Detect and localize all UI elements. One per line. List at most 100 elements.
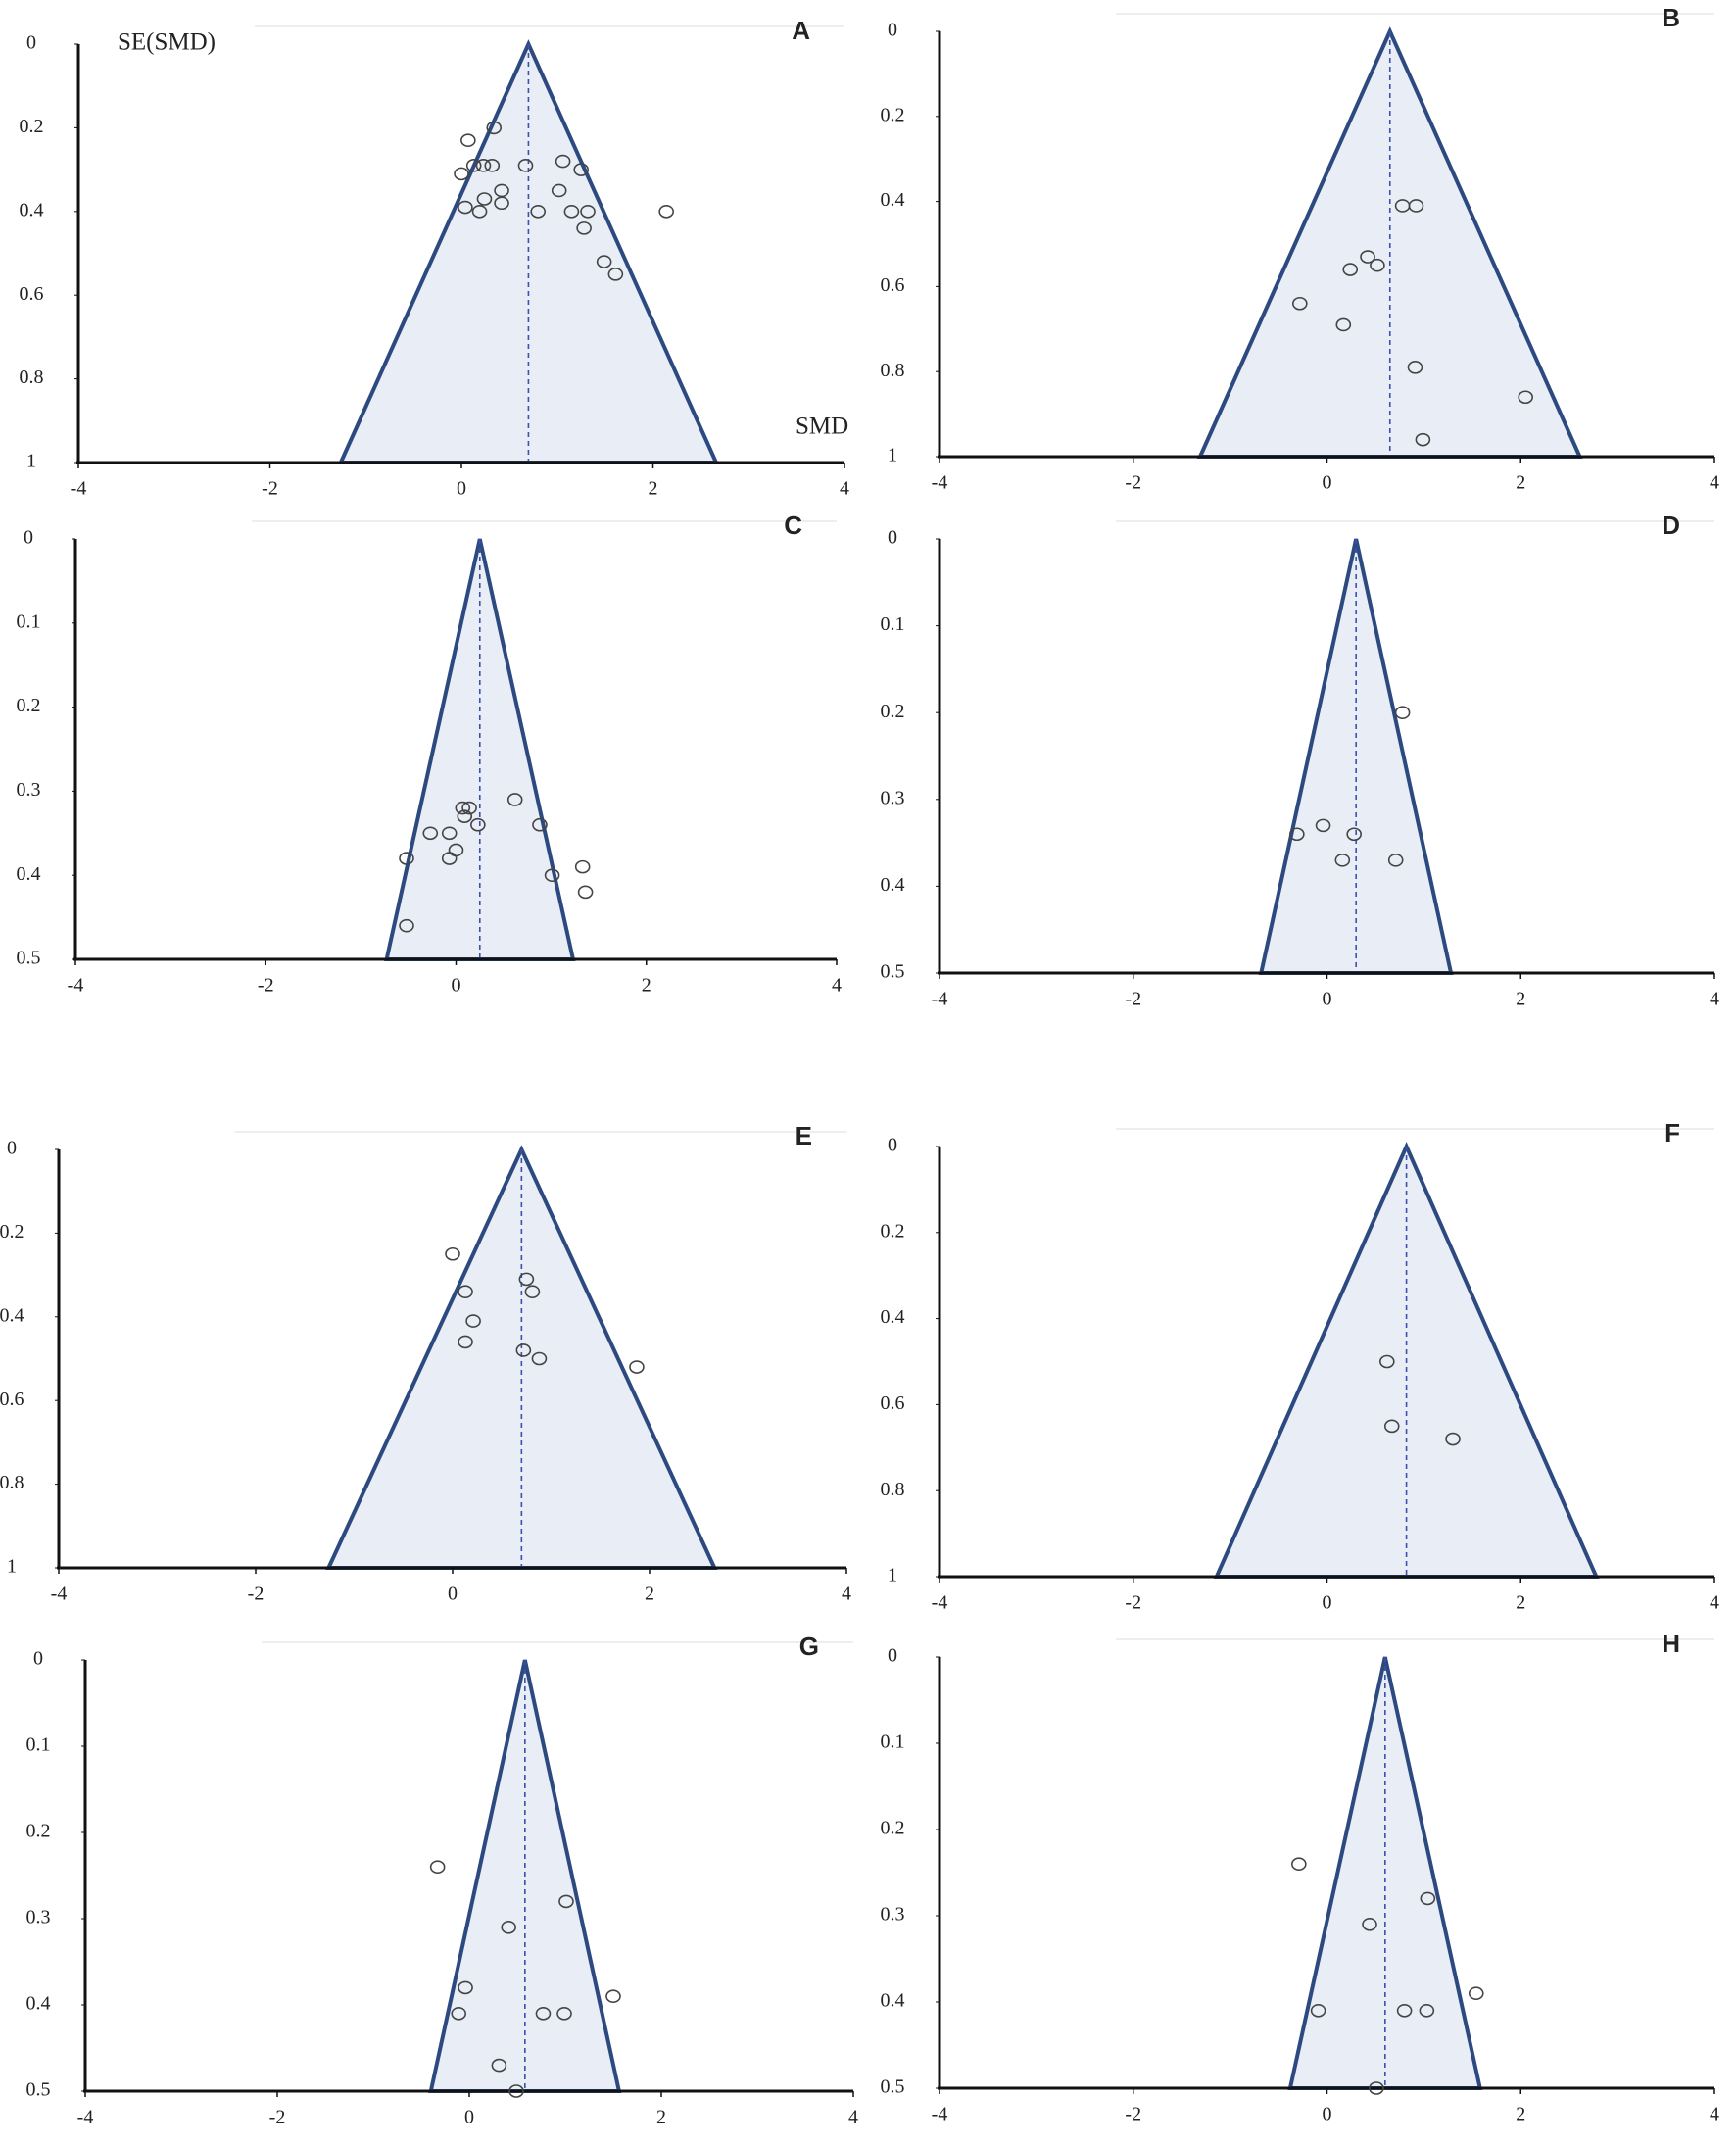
x-tick-label: -2 xyxy=(1125,989,1141,1010)
study-point xyxy=(476,192,493,206)
panel-label: C xyxy=(784,511,802,540)
study-point xyxy=(465,159,482,172)
study-point xyxy=(445,1246,460,1261)
x-tick-label: 2 xyxy=(645,1584,654,1605)
x-tick-label: -4 xyxy=(71,478,87,500)
y-tick-label: 0.2 xyxy=(881,1818,905,1839)
x-tick-label: 4 xyxy=(840,478,849,500)
y-tick-label: 0 xyxy=(24,527,33,549)
study-point xyxy=(1315,818,1331,833)
study-point xyxy=(532,817,548,832)
x-tick-label: -2 xyxy=(1125,472,1141,494)
x-tick-label: 0 xyxy=(464,2107,474,2128)
study-point xyxy=(1394,706,1411,720)
study-point xyxy=(506,793,523,806)
y-tick-label: 0.4 xyxy=(881,1990,905,2012)
x-tick-label: 0 xyxy=(448,1584,458,1605)
study-point xyxy=(471,205,488,219)
x-tick-label: 0 xyxy=(1323,2104,1332,2125)
study-point xyxy=(508,2084,524,2098)
study-point xyxy=(458,1980,473,1995)
x-tick-label: 2 xyxy=(1516,1592,1525,1614)
panel-label: B xyxy=(1662,3,1680,32)
study-point xyxy=(457,809,473,823)
x-tick-label: -4 xyxy=(77,2107,94,2128)
y-tick-label: 0.4 xyxy=(0,1304,24,1326)
y-tick-label: 0.2 xyxy=(881,1220,905,1242)
x-tick-label: 2 xyxy=(1516,2104,1525,2125)
y-tick-label: 0.6 xyxy=(881,1392,905,1414)
study-point xyxy=(484,159,501,172)
study-point xyxy=(556,2007,572,2021)
y-tick-label: 0.5 xyxy=(17,948,41,969)
x-tick-label: -4 xyxy=(932,1592,948,1614)
x-tick-label: 4 xyxy=(842,1584,851,1605)
y-tick-label: 0.3 xyxy=(17,779,41,801)
study-point xyxy=(1342,263,1359,276)
study-point xyxy=(399,918,414,933)
x-tick-label: 4 xyxy=(1710,472,1719,494)
study-point xyxy=(551,183,567,198)
study-point xyxy=(1346,827,1362,842)
y-tick-label: 0.1 xyxy=(26,1734,51,1756)
y-tick-label: 0 xyxy=(33,1648,43,1670)
study-point xyxy=(1289,827,1305,842)
study-point xyxy=(1468,1986,1484,2000)
x-tick-label: -2 xyxy=(1125,1592,1141,1614)
x-tick-label: 4 xyxy=(1710,2104,1719,2125)
study-point xyxy=(535,2007,552,2021)
y-tick-label: 0.8 xyxy=(881,1479,905,1500)
study-point xyxy=(460,133,476,148)
y-tick-label: 1 xyxy=(888,445,897,466)
x-tick-label: 0 xyxy=(457,478,466,500)
study-point xyxy=(451,2007,467,2021)
study-point xyxy=(1445,1432,1461,1446)
x-tick-label: -2 xyxy=(1125,2104,1141,2125)
x-tick-label: -4 xyxy=(51,1584,68,1605)
study-point xyxy=(1407,361,1423,374)
y-tick-label: 1 xyxy=(888,1565,897,1586)
y-tick-label: 0 xyxy=(888,20,897,41)
study-point xyxy=(461,801,477,815)
x-tick-label: -4 xyxy=(68,975,84,997)
study-point xyxy=(429,1860,446,1874)
study-point xyxy=(441,852,458,865)
x-tick-label: 2 xyxy=(649,478,658,500)
study-point xyxy=(494,196,509,211)
y-tick-label: 0 xyxy=(7,1138,17,1159)
y-tick-label: 0.2 xyxy=(881,104,905,125)
panel-label: E xyxy=(796,1121,812,1150)
panel-label: G xyxy=(799,1632,819,1661)
x-tick-label: 0 xyxy=(1323,989,1332,1010)
y-tick-label: 0 xyxy=(888,1645,897,1667)
study-point xyxy=(558,1894,574,1909)
x-axis-title: SMD xyxy=(796,414,848,440)
y-tick-label: 0.2 xyxy=(26,1821,51,1842)
study-point xyxy=(1370,258,1385,272)
study-point xyxy=(491,2058,507,2073)
study-point xyxy=(1310,2004,1326,2018)
study-point xyxy=(596,255,612,268)
y-tick-label: 0.2 xyxy=(17,695,41,716)
study-point xyxy=(465,1314,481,1328)
study-point xyxy=(607,268,624,281)
study-point xyxy=(458,200,473,215)
x-tick-label: 4 xyxy=(848,2107,858,2128)
y-tick-label: 0.4 xyxy=(26,1993,51,2015)
study-point xyxy=(1362,1918,1377,1931)
study-point xyxy=(555,154,571,169)
y-tick-label: 0.1 xyxy=(17,610,41,632)
x-tick-label: 2 xyxy=(642,975,651,997)
study-point xyxy=(422,826,439,841)
x-tick-label: -4 xyxy=(932,472,948,494)
y-tick-label: 0.1 xyxy=(881,613,905,635)
study-point xyxy=(531,1351,548,1366)
study-point xyxy=(441,826,458,841)
panel-label: D xyxy=(1662,511,1680,540)
y-tick-label: 0 xyxy=(888,1135,897,1156)
study-point xyxy=(573,163,589,176)
x-tick-label: -4 xyxy=(932,2104,948,2125)
y-tick-label: 0.1 xyxy=(881,1732,905,1753)
study-point xyxy=(1408,199,1424,213)
